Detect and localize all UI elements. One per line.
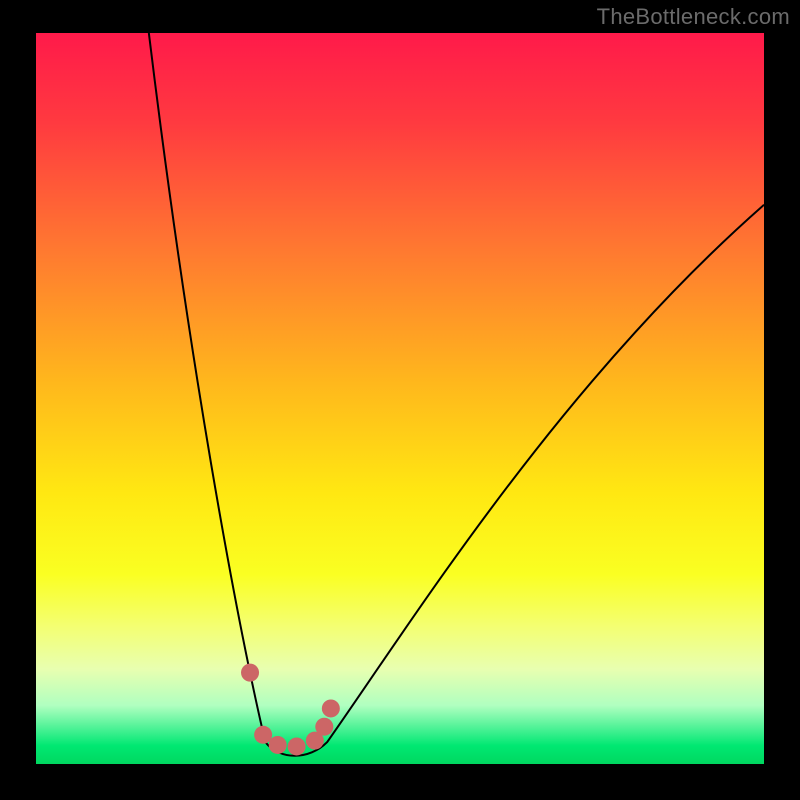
marker-point	[269, 736, 287, 754]
marker-point	[241, 664, 259, 682]
bottleneck-chart	[0, 0, 800, 800]
marker-point	[322, 699, 340, 717]
marker-point	[288, 737, 306, 755]
marker-point	[315, 718, 333, 736]
marker-point	[254, 726, 272, 744]
chart-container: TheBottleneck.com	[0, 0, 800, 800]
gradient-background	[36, 33, 764, 764]
